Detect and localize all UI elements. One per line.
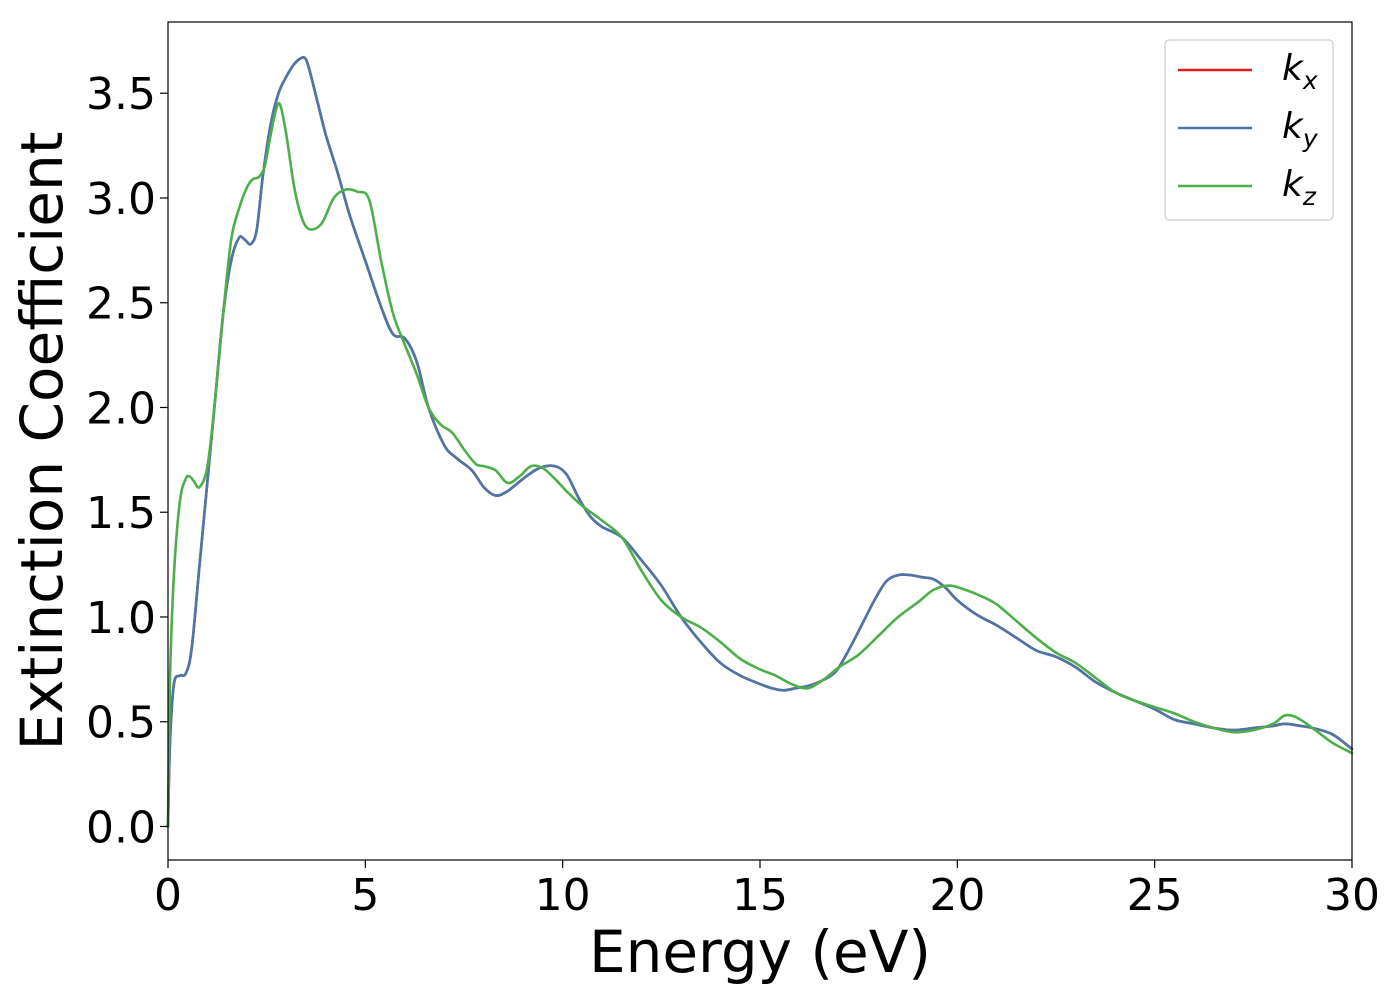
legend: kx ky kz xyxy=(1164,39,1334,221)
x-tick-label: 15 xyxy=(732,870,788,921)
y-tick-label: 1.5 xyxy=(86,488,156,539)
y-tick-label: 2.0 xyxy=(86,383,156,434)
x-tick-label: 30 xyxy=(1324,870,1380,921)
y-axis-ticks: 0.0 0.5 1.0 1.5 2.0 2.5 3.0 3.5 xyxy=(86,69,168,853)
y-tick-label: 0.5 xyxy=(86,698,156,749)
y-tick-label: 3.0 xyxy=(86,174,156,225)
x-tick-label: 10 xyxy=(535,870,591,921)
x-axis-label: Energy (eV) xyxy=(589,918,931,986)
x-tick-label: 25 xyxy=(1127,870,1183,921)
y-axis-label: Extinction Coefficient xyxy=(8,132,76,751)
legend-label-kx: kx xyxy=(1282,48,1318,95)
legend-items: kx ky kz xyxy=(1178,48,1319,211)
x-axis-ticks: 0 5 10 15 20 25 30 xyxy=(154,860,1380,921)
series-layer xyxy=(166,56,1354,828)
y-tick-label: 0.0 xyxy=(86,802,156,853)
x-tick-label: 20 xyxy=(929,870,985,921)
legend-label-kz: kz xyxy=(1282,164,1317,211)
x-tick-label: 0 xyxy=(154,870,182,921)
legend-frame xyxy=(1164,39,1334,221)
y-tick-label: 2.5 xyxy=(86,279,156,330)
legend-label-ky: ky xyxy=(1282,106,1319,153)
y-tick-label: 1.0 xyxy=(86,593,156,644)
series-line-ky xyxy=(166,56,1354,828)
series-line-kz xyxy=(166,101,1354,828)
x-tick-label: 5 xyxy=(351,870,379,921)
y-tick-label: 3.5 xyxy=(86,69,156,120)
